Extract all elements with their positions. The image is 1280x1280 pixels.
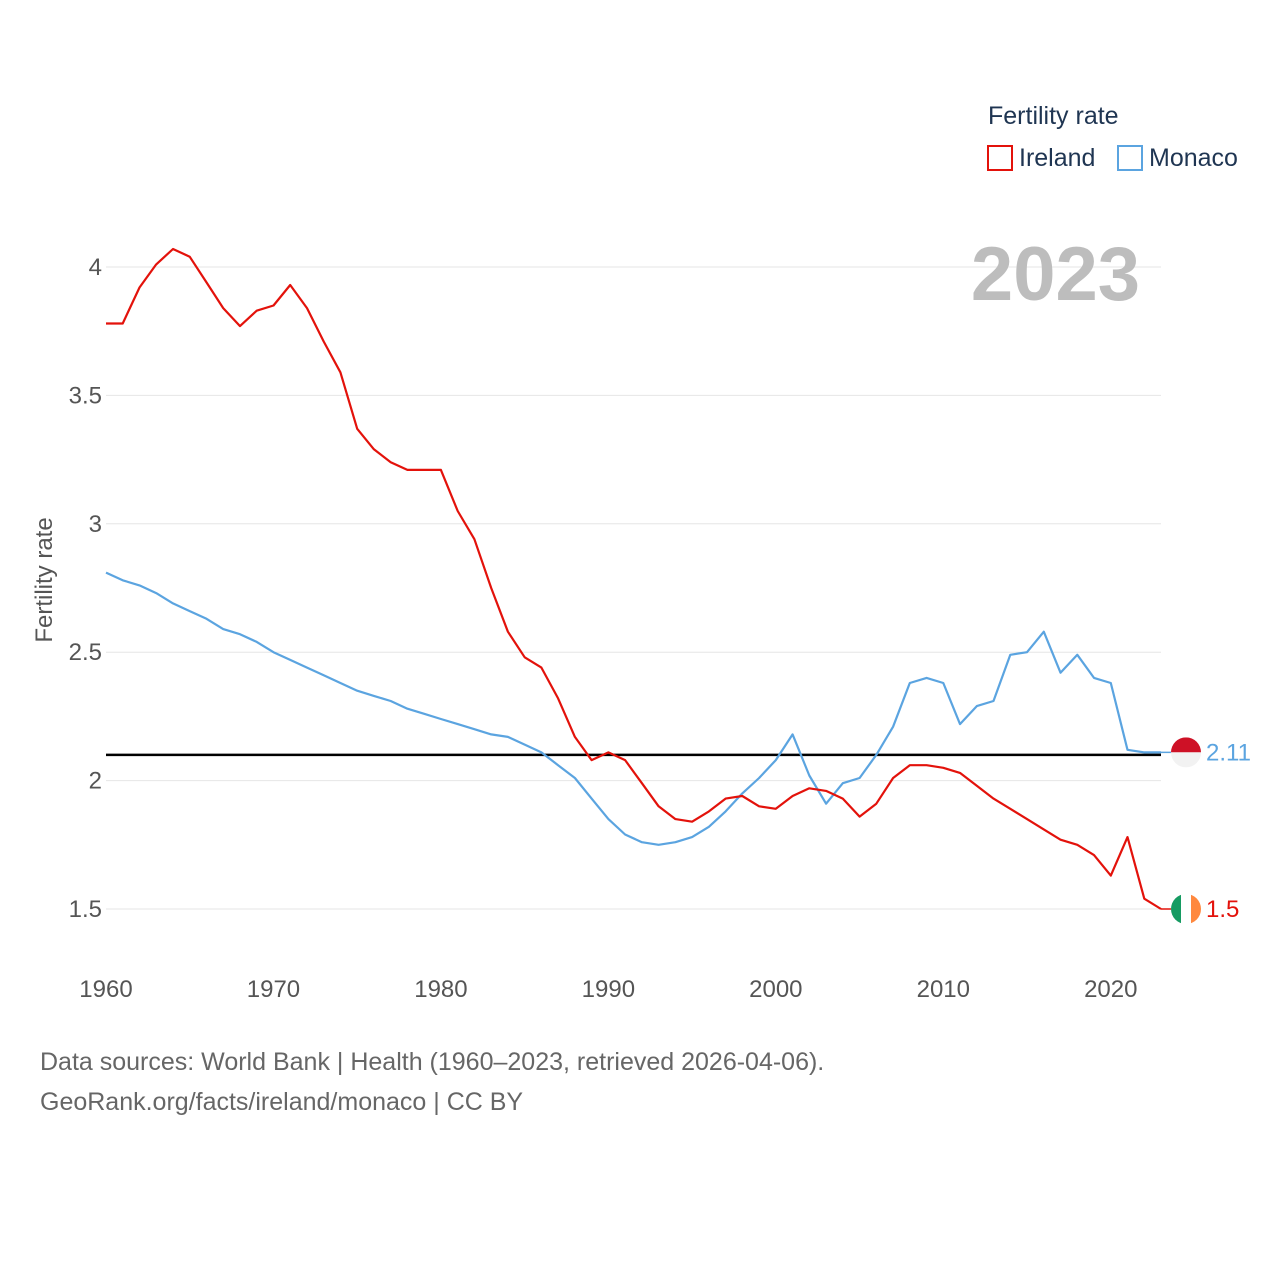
- series-line-monaco: [105, 571, 1161, 846]
- data-source-text: Data sources: World Bank | Health (1960–…: [40, 1048, 825, 1076]
- legend-label-monaco: Monaco: [1149, 144, 1238, 172]
- x-tick-label: 1990: [582, 976, 635, 1003]
- x-tick-label: 2000: [749, 976, 802, 1003]
- y-tick-label: 1.5: [69, 896, 102, 923]
- x-axis-ticks: 1960 1970 1980 1990 2000 2010 2020: [79, 976, 1137, 1003]
- y-tick-label: 4: [89, 254, 102, 281]
- end-markers: 1.5 2.11: [1161, 737, 1251, 924]
- fertility-rate-chart: 1.5 2 2.5 3 3.5 4 1960 1970 1980 1990 2000 2010 202…: [31, 102, 1251, 1003]
- ireland-flag-icon: [1171, 894, 1201, 924]
- legend-swatch-monaco: [1117, 145, 1143, 171]
- x-tick-label: 2020: [1084, 976, 1137, 1003]
- legend-label-ireland: Ireland: [1019, 144, 1095, 172]
- footer: Data sources: World Bank | Health (1960–…: [40, 1042, 824, 1122]
- legend-swatch-ireland: [987, 145, 1013, 171]
- x-tick-label: 1980: [414, 976, 467, 1003]
- year-label: 2023: [971, 232, 1140, 317]
- gridlines: [106, 266, 1161, 910]
- series-line-ireland: [106, 247, 1162, 910]
- legend: Fertility rate Ireland Monaco: [987, 102, 1238, 172]
- end-value-label-monaco: 2.11: [1206, 739, 1251, 766]
- y-tick-label: 3: [89, 511, 102, 538]
- attribution-link[interactable]: GeoRank.org/facts/ireland/monaco | CC BY: [40, 1088, 524, 1116]
- y-tick-label: 2: [89, 768, 102, 795]
- y-axis-label: Fertility rate: [31, 517, 58, 642]
- y-tick-label: 2.5: [69, 639, 102, 666]
- x-tick-label: 1970: [247, 976, 300, 1003]
- y-axis-ticks: 1.5 2 2.5 3 3.5 4: [69, 254, 102, 923]
- x-tick-label: 2010: [917, 976, 970, 1003]
- series-lines: [105, 247, 1162, 910]
- legend-title: Fertility rate: [988, 102, 1119, 130]
- x-tick-label: 1960: [79, 976, 132, 1003]
- monaco-flag-icon: [1171, 737, 1201, 768]
- y-tick-label: 3.5: [69, 382, 102, 409]
- end-value-label-ireland: 1.5: [1206, 896, 1239, 923]
